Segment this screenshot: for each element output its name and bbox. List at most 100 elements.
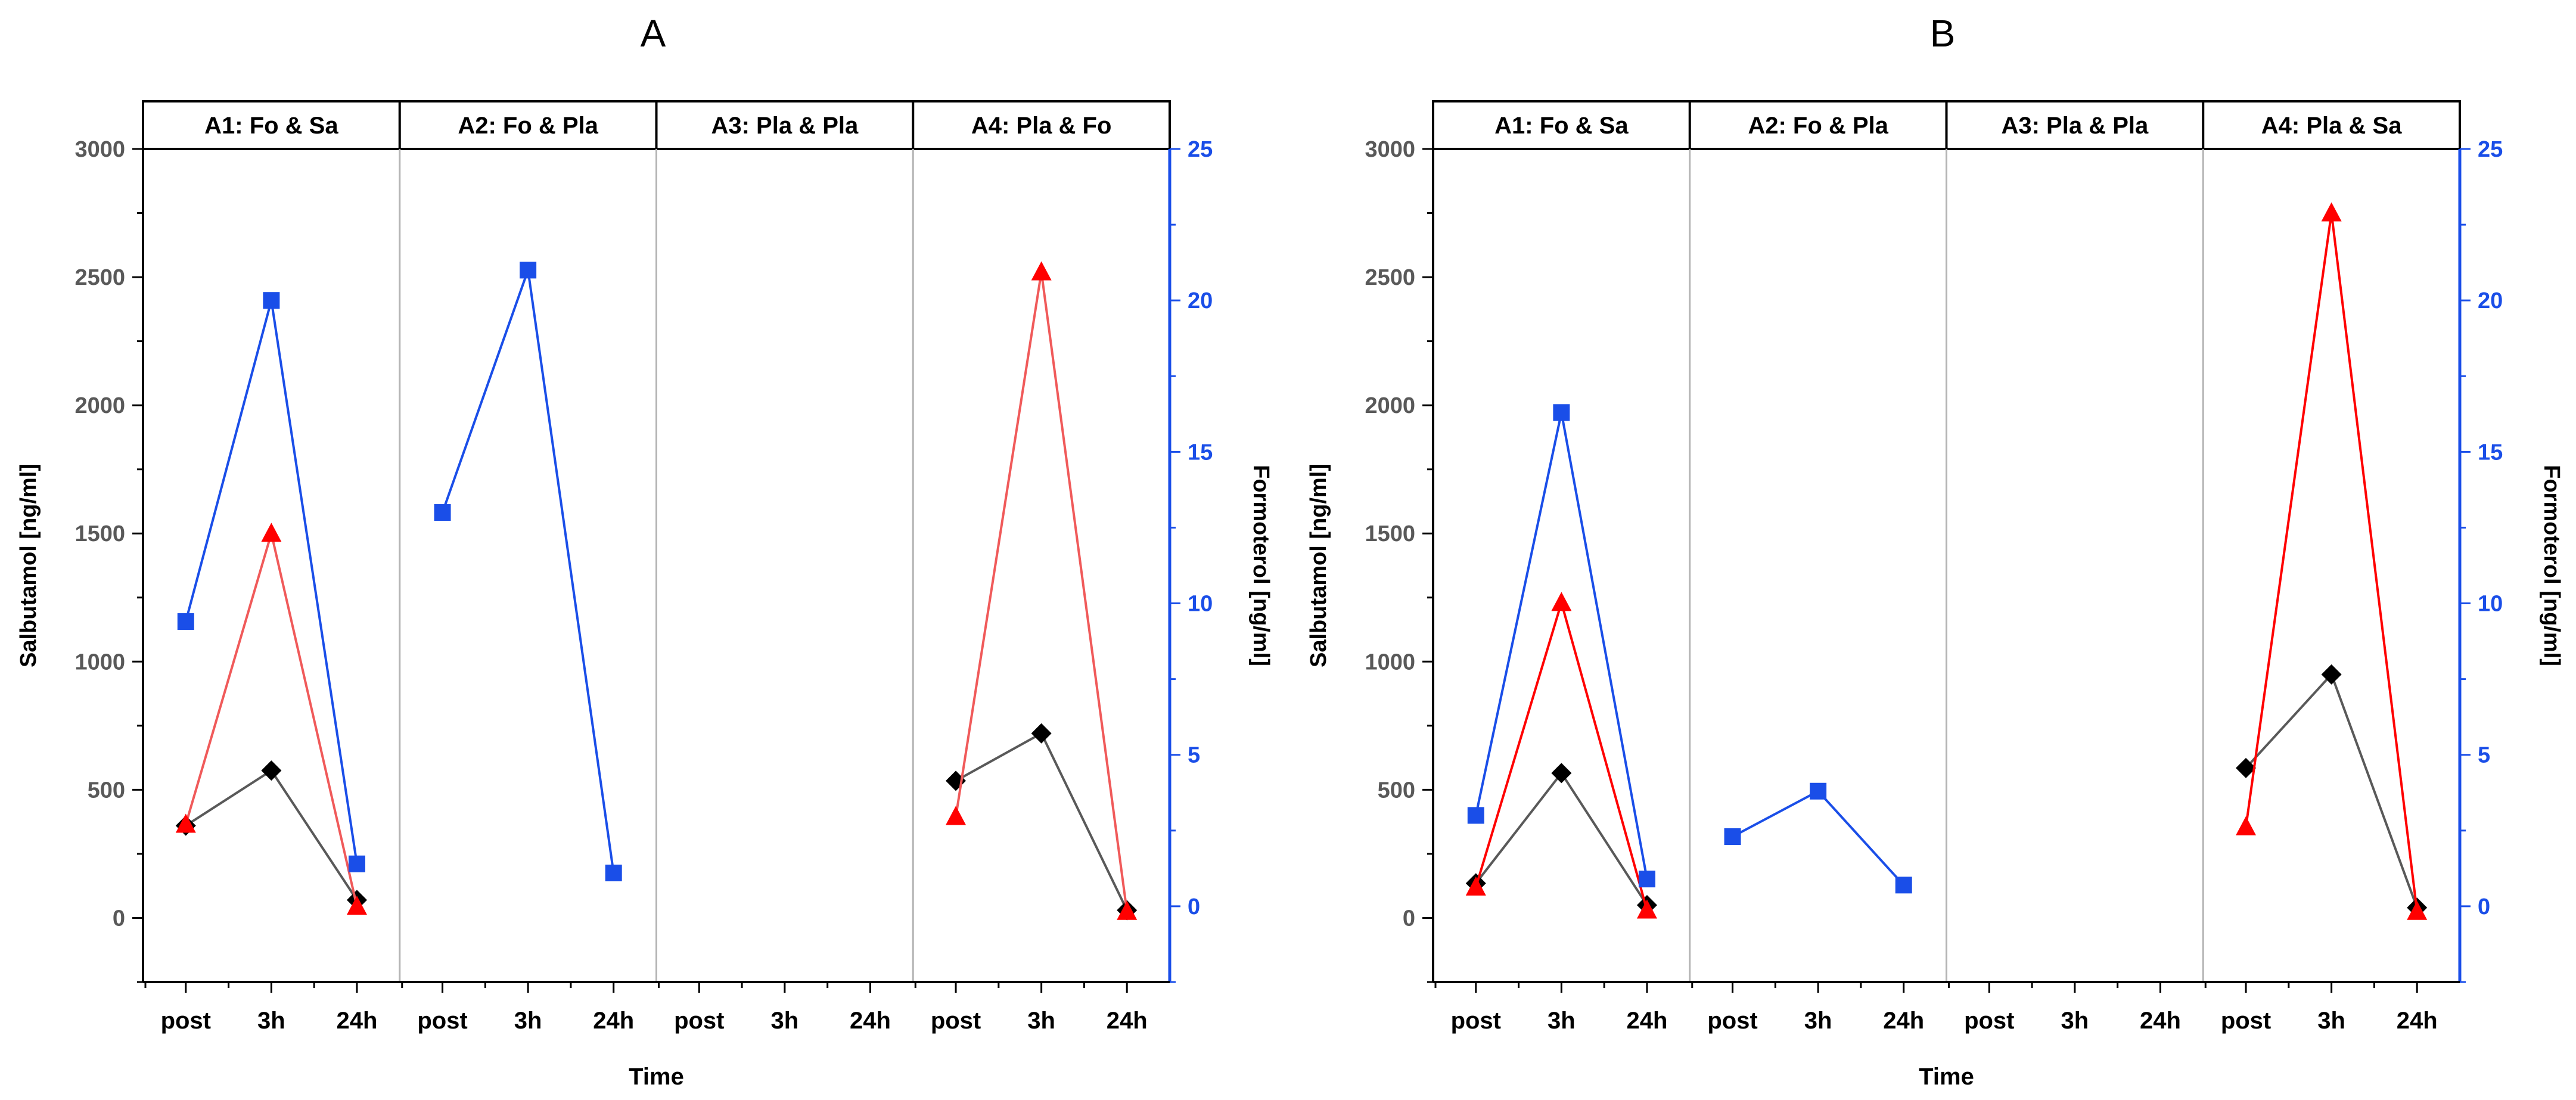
right-y-axis-title: Formoterol [ng/ml] [1248,465,1273,666]
left-tick-label: 500 [1378,778,1415,803]
right-tick-label: 25 [2478,137,2503,162]
x-tick-label: 3h [2061,1008,2089,1034]
panel-letter: B [1930,12,1956,55]
right-y-axis-title: Formoterol [ng/ml] [2539,465,2564,666]
data-point-triangle [1031,261,1052,281]
x-tick-label: 3h [1548,1008,1576,1034]
x-tick-label: post [161,1008,211,1034]
x-tick-label: 3h [514,1008,542,1034]
series-line [1474,412,1648,880]
left-tick-label: 2500 [1365,265,1415,290]
x-tick-label: 3h [1027,1008,1055,1034]
x-tick-label: 3h [1804,1008,1832,1034]
x-tick-label: 24h [2397,1008,2438,1034]
x-tick-label: post [674,1008,724,1034]
data-point-diamond [2236,757,2257,778]
data-point-triangle [2236,816,2257,835]
x-tick-label: 24h [1883,1008,1924,1034]
left-tick-label: 3000 [1365,137,1415,162]
data-point-square [434,504,451,521]
right-tick-label: 0 [2478,894,2490,919]
data-point-triangle [175,813,196,833]
series-line [1475,770,1648,906]
left-tick-label: 2500 [74,265,125,290]
series-line [1732,790,1905,886]
x-tick-label: post [931,1008,981,1034]
x-tick-label: 3h [2317,1008,2345,1034]
x-axis-title: Time [1919,1064,1974,1090]
data-point-square [605,864,622,881]
x-tick-label: post [2221,1008,2271,1034]
facet-label: A1: Fo & Sa [204,113,338,139]
data-point-triangle [1636,899,1657,919]
x-tick-label: 3h [771,1008,799,1034]
left-tick-label: 1000 [74,650,125,675]
data-point-triangle [1551,592,1572,611]
series-line [184,529,358,907]
series-triangle [1465,202,2428,920]
chart-panel-a: A A1: Fo & Sa A2: Fo & Pla A3: Pla & Pla A4:… [16,12,1273,1090]
right-tick-label: 0 [1188,894,1200,919]
right-tick-label: 5 [1188,743,1200,768]
data-point-triangle [2321,202,2342,222]
x-tick-label: 3h [257,1008,285,1034]
series-line [955,272,1129,912]
data-point-triangle [946,806,967,825]
right-tick-label: 15 [2478,440,2503,465]
data-point-diamond [1551,763,1572,784]
data-point-diamond [2321,664,2342,685]
right-tick-label: 10 [1188,592,1213,617]
left-tick-label: 2000 [1365,393,1415,418]
series-square [1467,404,1912,894]
data-point-square [177,613,194,630]
x-tick-label: post [1707,1008,1757,1034]
left-y-axis-title: Salbutamol [ng/ml] [1306,464,1331,667]
data-point-square [1810,782,1827,800]
data-point-square [1638,871,1655,888]
right-tick-label: 20 [2478,288,2503,313]
series-line [2245,213,2419,912]
data-point-triangle [1465,876,1486,896]
left-y-axis-title: Salbutamol [ng/ml] [16,464,41,667]
data-point-diamond [1031,723,1052,744]
facet-label: A2: Fo & Pla [1748,113,1888,139]
series-triangle [175,261,1138,920]
x-tick-label: 24h [850,1008,891,1034]
left-tick-label: 2000 [74,393,125,418]
x-tick-label: post [417,1008,467,1034]
facet-label: A4: Pla & Sa [2261,113,2402,139]
series-line [955,731,1129,911]
panel-letter: A [641,12,666,55]
data-point-square [1895,877,1912,894]
left-tick-label: 1000 [1365,650,1415,675]
facet-label: A1: Fo & Sa [1494,113,1629,139]
facet-label: A3: Pla & Pla [711,113,859,139]
x-tick-label: 24h [1626,1008,1667,1034]
data-point-square [1467,807,1484,824]
data-point-square [263,292,280,309]
x-tick-label: post [1964,1008,2014,1034]
x-tick-label: 24h [1107,1008,1148,1034]
facet-label: A4: Pla & Fo [971,113,1112,139]
data-point-triangle [1117,900,1138,920]
series-line [441,269,615,874]
right-tick-label: 10 [2478,592,2503,617]
data-point-triangle [346,896,367,915]
left-tick-label: 500 [88,778,125,803]
data-point-square [520,262,537,279]
data-point-triangle [261,523,282,542]
right-tick-label: 15 [1188,440,1213,465]
left-tick-label: 3000 [74,137,125,162]
left-tick-label: 1500 [74,521,125,546]
chart-panel-b: B A1: Fo & Sa A2: Fo & Pla A3: Pla & Pla A4:… [1306,12,2564,1090]
right-tick-label: 5 [2478,743,2490,768]
right-tick-label: 20 [1188,288,1213,313]
facet-label: A3: Pla & Pla [2001,113,2149,139]
x-tick-label: post [1451,1008,1501,1034]
data-point-square [1553,404,1570,421]
data-point-square [1724,828,1741,845]
x-tick-label: 24h [2140,1008,2181,1034]
x-tick-label: 24h [593,1008,634,1034]
left-tick-label: 0 [113,906,125,931]
